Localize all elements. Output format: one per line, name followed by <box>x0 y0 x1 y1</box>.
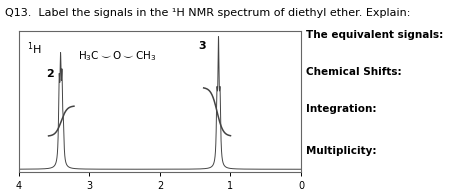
Text: Multiplicity:: Multiplicity: <box>306 146 376 156</box>
Text: Q13.  Label the signals in the ¹H NMR spectrum of diethyl ether. Explain:: Q13. Label the signals in the ¹H NMR spe… <box>5 8 410 18</box>
Text: H$_3$C$\smile$O$\smile$CH$_3$: H$_3$C$\smile$O$\smile$CH$_3$ <box>78 49 157 63</box>
Text: 3: 3 <box>199 41 206 51</box>
Text: The equivalent signals:: The equivalent signals: <box>306 30 443 40</box>
Text: Integration:: Integration: <box>306 104 376 114</box>
Text: 2: 2 <box>46 69 54 79</box>
Text: Chemical Shifts:: Chemical Shifts: <box>306 67 401 77</box>
Text: $^1$H: $^1$H <box>27 40 42 57</box>
